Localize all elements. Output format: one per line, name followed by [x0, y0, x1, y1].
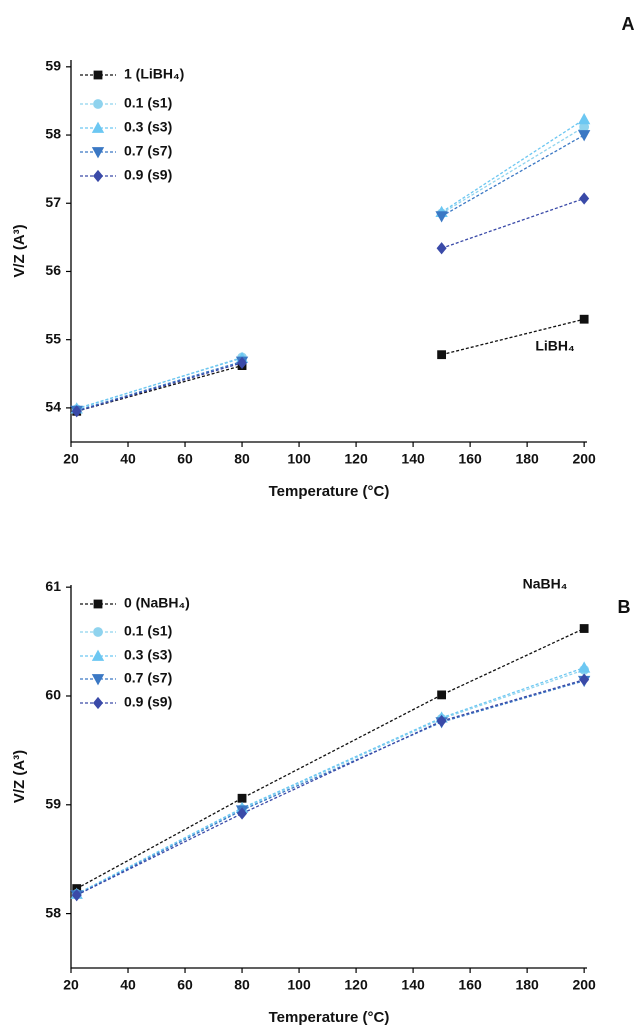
y-tick-label: 61 [45, 578, 61, 594]
legend-marker [91, 674, 105, 686]
series-line [76, 134, 585, 412]
data-point [437, 350, 447, 360]
x-tick-label: 40 [120, 451, 136, 467]
y-axis-label: V/Z (A³) [11, 224, 28, 277]
legend-marker [93, 70, 103, 80]
x-tick-label: 200 [572, 451, 596, 467]
x-tick-label: 140 [401, 977, 425, 993]
data-point [579, 314, 589, 324]
legend-label: 0.1 (s1) [124, 95, 172, 111]
data-point [71, 888, 82, 902]
legend-marker [93, 627, 103, 637]
x-tick-label: 160 [458, 451, 482, 467]
x-tick-label: 120 [344, 977, 368, 993]
data-point [579, 624, 589, 633]
panel-label: A [622, 14, 635, 34]
axes [70, 60, 587, 443]
data-point [579, 673, 590, 686]
x-tick-label: 60 [177, 977, 193, 993]
x-tick-label: 160 [458, 977, 482, 993]
series-line [76, 118, 585, 410]
x-tick-label: 100 [287, 977, 311, 993]
data-point [71, 405, 82, 418]
legend-marker [93, 99, 103, 109]
legend-label: 0.3 (s3) [124, 647, 172, 663]
x-tick-label: 120 [344, 451, 368, 467]
data-point [237, 793, 247, 803]
y-tick-label: 54 [45, 399, 61, 415]
x-tick-label: 80 [234, 977, 250, 993]
annotation: LiBH₄ [535, 338, 574, 354]
x-tick-label: 180 [515, 451, 539, 467]
y-tick-label: 56 [45, 262, 61, 278]
data-point [577, 661, 591, 673]
series-line [76, 197, 585, 412]
legend-marker [91, 649, 105, 661]
y-tick-label: 59 [45, 58, 61, 74]
annotation: NaBH₄ [523, 576, 568, 592]
x-tick-label: 100 [287, 451, 311, 467]
data-point [435, 211, 448, 223]
data-point [577, 130, 591, 142]
data-point [237, 356, 248, 370]
legend-marker [92, 696, 104, 710]
series-line [76, 679, 585, 896]
x-axis-label: Temperature (°C) [269, 483, 390, 500]
data-point [436, 714, 447, 728]
data-point [437, 690, 447, 700]
data-point [237, 807, 248, 820]
x-tick-label: 40 [120, 977, 136, 993]
axes [70, 585, 587, 969]
x-tick-label: 60 [177, 451, 193, 467]
x-tick-label: 20 [63, 977, 79, 993]
y-tick-label: 58 [45, 904, 61, 920]
y-axis-label: V/Z (A³) [11, 750, 28, 803]
legend-label: 0.9 (s9) [124, 167, 172, 183]
y-tick-label: 58 [45, 126, 61, 142]
legend-marker [91, 121, 105, 133]
data-point [579, 192, 590, 205]
data-point [436, 242, 447, 255]
series-line [76, 680, 585, 896]
x-tick-label: 140 [401, 451, 425, 467]
y-tick-label: 60 [45, 687, 61, 703]
legend-marker [93, 599, 103, 609]
panel-label: B [618, 597, 631, 617]
legend-label: 0.3 (s3) [124, 119, 172, 135]
legend-marker [92, 169, 104, 183]
series-line [76, 667, 585, 895]
legend-label: 1 (LiBH₄) [124, 66, 184, 82]
x-tick-label: 20 [63, 451, 79, 467]
y-tick-label: 55 [45, 330, 61, 346]
x-tick-label: 200 [572, 977, 596, 993]
legend-marker [91, 147, 105, 159]
legend-label: 0.7 (s7) [124, 143, 172, 159]
legend-label: 0.7 (s7) [124, 670, 172, 686]
y-tick-label: 57 [45, 194, 61, 210]
x-tick-label: 80 [234, 451, 250, 467]
x-tick-label: 180 [515, 977, 539, 993]
y-tick-label: 59 [45, 795, 61, 811]
data-point [577, 113, 591, 125]
legend-label: 0.9 (s9) [124, 694, 172, 710]
series-line [76, 627, 585, 890]
legend-label: 0 (NaBH₄) [124, 595, 190, 611]
legend-label: 0.1 (s1) [124, 623, 172, 639]
series-line [76, 318, 585, 412]
x-axis-label: Temperature (°C) [269, 1009, 390, 1025]
